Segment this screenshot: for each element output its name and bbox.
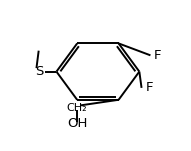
Text: OH: OH [67, 117, 87, 130]
Text: F: F [154, 49, 162, 62]
Text: CH₂: CH₂ [67, 103, 87, 113]
Text: F: F [145, 81, 153, 94]
Text: S: S [35, 65, 44, 78]
